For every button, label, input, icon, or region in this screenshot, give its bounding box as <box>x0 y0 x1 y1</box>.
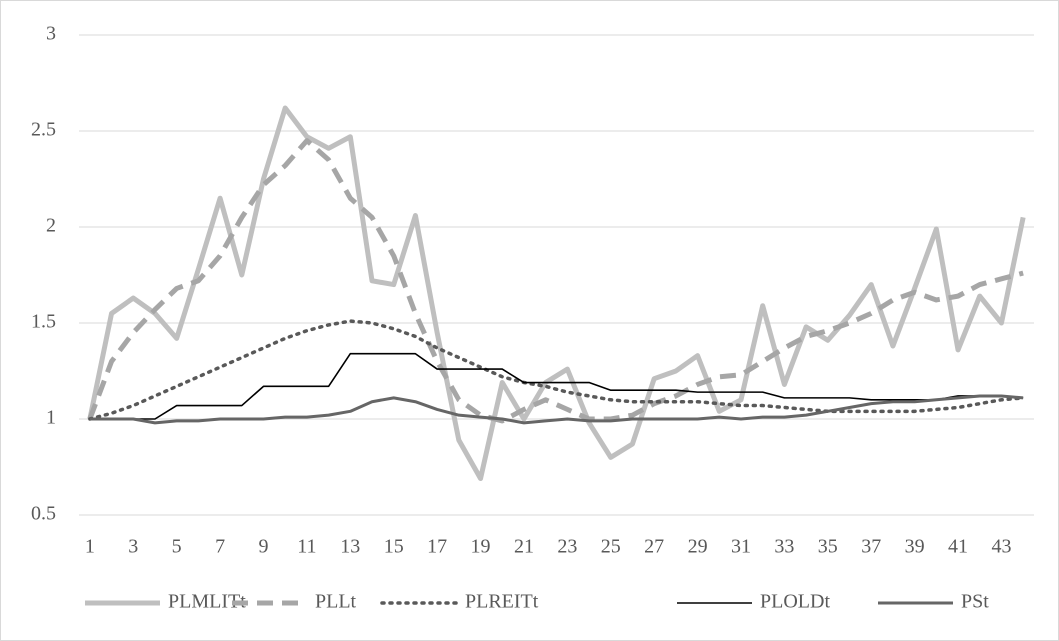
x-tick-label: 41 <box>948 536 968 558</box>
x-tick-label: 7 <box>215 536 225 558</box>
x-tick-label: 11 <box>297 536 316 558</box>
y-tick-label: 1 <box>46 407 56 429</box>
y-tick-label: 1.5 <box>31 311 56 333</box>
x-tick-label: 31 <box>731 536 751 558</box>
x-tick-label: 17 <box>427 536 447 558</box>
x-tick-label: 19 <box>471 536 491 558</box>
x-tick-label: 39 <box>905 536 925 558</box>
series-line <box>87 138 1024 424</box>
series-line <box>88 319 1025 421</box>
x-tick-label: 3 <box>128 536 138 558</box>
legend-label: PLREITt <box>465 591 539 613</box>
x-tick-label: 23 <box>557 536 577 558</box>
y-tick-label: 0.5 <box>31 503 56 525</box>
series-line <box>89 394 1024 425</box>
x-tick-label: 29 <box>688 536 708 558</box>
x-tick-label: 27 <box>644 536 664 558</box>
series-line <box>89 352 1024 420</box>
x-tick-label: 5 <box>172 536 182 558</box>
legend-label: PSt <box>961 591 989 613</box>
x-tick-label: 21 <box>514 536 534 558</box>
x-tick-label: 9 <box>258 536 268 558</box>
y-tick-label: 3 <box>46 23 56 45</box>
x-tick-label: 33 <box>774 536 794 558</box>
x-tick-label: 25 <box>601 536 621 558</box>
legend-label: PLLt <box>315 591 357 613</box>
x-tick-label: 1 <box>85 536 95 558</box>
legend-label: PLOLDt <box>760 591 830 613</box>
y-tick-label: 2 <box>46 215 56 237</box>
x-tick-label: 15 <box>384 536 404 558</box>
x-tick-label: 43 <box>991 536 1011 558</box>
y-tick-label: 2.5 <box>31 119 56 141</box>
series-line <box>87 105 1026 482</box>
legend-label: PLMLITt <box>168 591 246 613</box>
x-tick-label: 35 <box>818 536 838 558</box>
x-tick-label: 37 <box>861 536 881 558</box>
x-tick-label: 13 <box>340 536 360 558</box>
